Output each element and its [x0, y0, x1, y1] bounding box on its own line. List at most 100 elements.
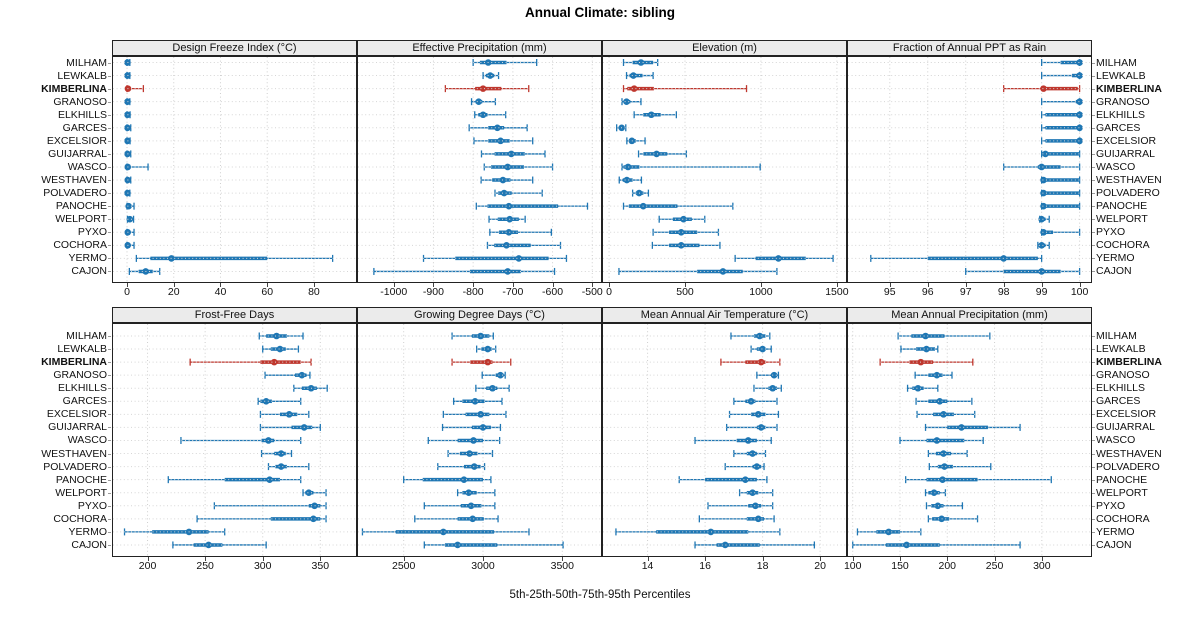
site-label-right-cochora: COCHORA	[1096, 512, 1150, 525]
y-row-tick	[1092, 62, 1095, 64]
x-tick-label: 20	[167, 286, 180, 298]
strip-effective-precipitation: Effective Precipitation (mm)	[357, 40, 602, 56]
y-row-tick	[1092, 127, 1095, 129]
median-dot	[1076, 124, 1083, 132]
site-label-left-wasco: WASCO	[67, 160, 107, 173]
median-dot	[958, 424, 965, 431]
site-label-right-milham: MILHAM	[1096, 56, 1137, 69]
strip-elevation: Elevation (m)	[602, 40, 847, 56]
median-dot	[1038, 268, 1045, 275]
site-label-left-westhaven: WESTHAVEN	[41, 447, 107, 460]
median-dot	[489, 384, 496, 392]
median-dot	[757, 358, 765, 366]
interval-elevation-elkhills	[633, 111, 678, 119]
y-row-tick	[108, 505, 111, 507]
x-tick-mark	[592, 283, 594, 287]
median-dot	[505, 202, 513, 210]
site-label-right-cajon: CAJON	[1096, 265, 1132, 278]
y-row-tick	[108, 492, 111, 494]
interval-mean-annual-air-temperature-granoso	[756, 371, 780, 379]
site-label-left-panoche: PANOCHE	[55, 473, 107, 486]
x-tick-label: -900	[422, 286, 444, 298]
site-label-right-westhaven: WESTHAVEN	[1096, 447, 1162, 460]
site-label-left-cajon: CAJON	[71, 265, 107, 278]
strip-label-effective-precipitation: Effective Precipitation (mm)	[412, 42, 547, 54]
interval-mean-annual-precipitation-westhaven	[927, 450, 968, 458]
x-tick-label: 300	[253, 560, 272, 572]
interval-effective-precipitation-wasco	[483, 163, 554, 171]
median-dot	[770, 371, 778, 379]
y-row-tick	[1092, 466, 1095, 468]
median-dot	[677, 242, 685, 249]
site-label-left-wasco: WASCO	[67, 434, 107, 447]
y-row-tick	[108, 375, 111, 377]
site-label-left-granoso: GRANOSO	[53, 95, 107, 108]
panel-mean-annual-precipitation	[847, 323, 1092, 557]
site-label-right-polvadero: POLVADERO	[1096, 460, 1160, 473]
y-row-tick	[108, 427, 111, 429]
interval-growing-degree-days-granoso	[481, 371, 506, 379]
median-dot	[469, 515, 476, 523]
strip-mean-annual-precipitation: Mean Annual Precipitation (mm)	[847, 307, 1092, 323]
interval-elevation-yermo	[734, 254, 834, 262]
median-dot	[623, 98, 630, 105]
x-tick-mark	[852, 557, 854, 561]
median-dot	[677, 228, 685, 236]
median-dot	[756, 332, 764, 340]
y-row-tick	[1092, 180, 1095, 182]
interval-frost-free-days-lewkalb	[262, 345, 300, 353]
interval-design-freeze-index-cajon	[128, 267, 161, 275]
median-dot	[500, 189, 508, 197]
median-dot	[1040, 202, 1047, 210]
x-tick-mark	[482, 557, 484, 561]
y-row-tick	[1092, 336, 1095, 337]
median-dot	[630, 85, 638, 92]
x-tick-mark	[403, 557, 405, 561]
x-tick-mark	[552, 283, 554, 287]
interval-effective-precipitation-westhaven	[480, 176, 534, 184]
x-tick-label: 250	[196, 560, 214, 572]
y-row-tick	[108, 544, 111, 546]
strip-label-growing-degree-days: Growing Degree Days (°C)	[414, 309, 545, 321]
y-row-tick	[108, 75, 111, 77]
site-label-left-garces: GARCES	[62, 395, 107, 408]
site-label-left-lewkalb: LEWKALB	[57, 69, 107, 82]
site-label-right-yermo: YERMO	[1096, 525, 1135, 538]
median-dot	[494, 124, 501, 132]
site-label-right-lewkalb: LEWKALB	[1096, 69, 1146, 82]
median-dot	[637, 59, 645, 66]
x-tick-mark	[762, 557, 764, 561]
x-tick-label: 0	[606, 286, 612, 298]
interval-mean-annual-air-temperature-yermo	[615, 528, 781, 536]
interval-elevation-welport	[658, 215, 706, 223]
median-dot	[1038, 163, 1045, 171]
interval-effective-precipitation-welport	[488, 215, 526, 223]
x-tick-label: 20	[814, 560, 826, 572]
y-row-tick	[108, 479, 111, 481]
median-dot	[475, 98, 483, 105]
median-dot	[922, 332, 929, 340]
site-label-right-cajon: CAJON	[1096, 538, 1132, 551]
interval-fraction-ppt-rain-excelsior	[1040, 137, 1083, 145]
y-row-tick	[1092, 153, 1095, 155]
median-dot	[940, 411, 947, 418]
median-dot	[757, 424, 765, 431]
y-row-tick	[1092, 531, 1095, 533]
median-dot	[1040, 176, 1047, 184]
y-row-tick	[108, 401, 111, 403]
x-tick-label: 97	[959, 286, 972, 298]
y-row-tick	[1092, 271, 1095, 273]
y-row-tick	[1092, 427, 1095, 429]
median-dot	[479, 85, 487, 92]
site-label-left-pyxo: PYXO	[77, 499, 107, 512]
interval-fraction-ppt-rain-milham	[1040, 59, 1083, 66]
interval-growing-degree-days-milham	[451, 332, 494, 340]
plot-area-design-freeze-index	[113, 57, 356, 282]
median-dot	[1040, 189, 1047, 197]
site-label-right-elkhills: ELKHILLS	[1096, 381, 1146, 394]
x-tick-label: 3500	[550, 560, 574, 572]
x-tick-label: 16	[699, 560, 711, 572]
strip-growing-degree-days: Growing Degree Days (°C)	[357, 307, 602, 323]
x-tick-label: 3000	[471, 560, 495, 572]
